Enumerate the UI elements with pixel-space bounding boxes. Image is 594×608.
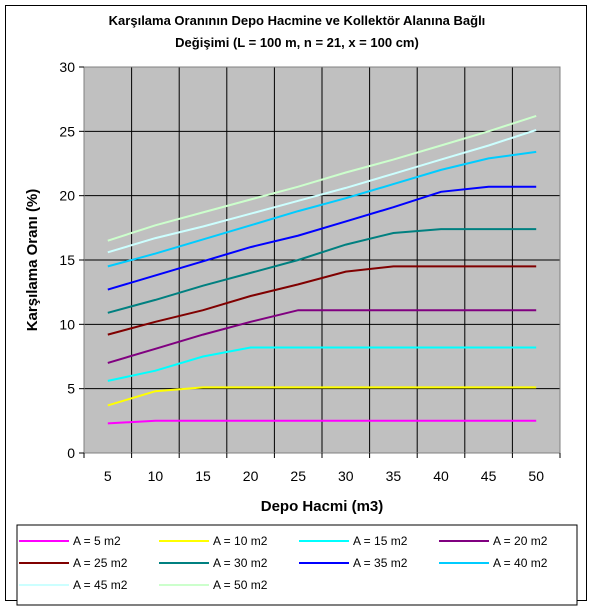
series-line-3 [107, 346, 537, 382]
y-tick-label: 5 [67, 381, 75, 397]
legend-label: A = 25 m2 [73, 556, 128, 570]
x-axis-ticks: 5 10 15 20 25 30 35 40 45 50 [83, 453, 561, 484]
x-tick-label: 5 [104, 468, 112, 484]
x-tick-label: 50 [528, 468, 544, 484]
y-tick-label: 30 [59, 59, 75, 75]
x-tick-label: 45 [481, 468, 497, 484]
y-tick-label: 20 [59, 188, 75, 204]
series-line-4 [107, 309, 537, 364]
x-tick-label: 15 [195, 468, 211, 484]
legend-label: A = 45 m2 [73, 578, 128, 592]
x-tick-label: 25 [290, 468, 306, 484]
legend [16, 524, 578, 606]
x-tick-label: 10 [148, 468, 164, 484]
legend-label: A = 5 m2 [73, 534, 121, 548]
chart-title-line-2: Değişimi (L = 100 m, n = 21, x = 100 cm) [175, 35, 419, 50]
legend-label: A = 10 m2 [213, 534, 268, 548]
x-tick-label: 30 [338, 468, 354, 484]
series-line-6 [107, 228, 537, 314]
series-line-9 [107, 129, 537, 254]
legend-item-8: A = 40 m2 [439, 556, 548, 570]
legend-label: A = 30 m2 [213, 556, 268, 570]
y-tick-label: 15 [59, 252, 75, 268]
series-line-10 [107, 114, 537, 242]
legend-item-7: A = 35 m2 [299, 556, 408, 570]
legend-label: A = 35 m2 [353, 556, 408, 570]
legend-item-1: A = 5 m2 [19, 534, 121, 548]
series-line-5 [107, 265, 537, 336]
legend-label: A = 40 m2 [493, 556, 548, 570]
y-axis-title: Karşılama Oranı (%) [24, 189, 41, 332]
y-tick-label: 10 [59, 316, 75, 332]
series-line-1 [107, 419, 537, 425]
y-tick-label: 25 [59, 123, 75, 139]
x-tick-label: 35 [386, 468, 402, 484]
legend-label: A = 20 m2 [493, 534, 548, 548]
legend-item-4: A = 20 m2 [439, 534, 548, 548]
legend-items: A = 5 m2 A = 10 m2 A = 15 m2 A = 20 m2 A = 2… [19, 534, 548, 592]
legend-item-3: A = 15 m2 [299, 534, 408, 548]
chart-title: Karşılama Oranının Depo Hacmine ve Kolle… [109, 13, 486, 50]
chart-title-line-1: Karşılama Oranının Depo Hacmine ve Kolle… [109, 13, 486, 28]
y-axis-ticks: 0 5 10 15 20 25 30 [59, 59, 84, 461]
x-axis-title: Depo Hacmi (m3) [261, 498, 384, 515]
series-line-8 [107, 150, 537, 268]
legend-item-10: A = 50 m2 [159, 578, 268, 592]
series-line-7 [107, 185, 537, 291]
series-line-2 [107, 386, 537, 407]
legend-item-5: A = 25 m2 [19, 556, 128, 570]
legend-item-2: A = 10 m2 [159, 534, 268, 548]
legend-item-6: A = 30 m2 [159, 556, 268, 570]
legend-label: A = 50 m2 [213, 578, 268, 592]
x-tick-label: 20 [243, 468, 259, 484]
series-layer [107, 114, 537, 425]
legend-label: A = 15 m2 [353, 534, 408, 548]
legend-item-9: A = 45 m2 [19, 578, 128, 592]
x-tick-label: 40 [433, 468, 449, 484]
y-tick-label: 0 [67, 445, 75, 461]
